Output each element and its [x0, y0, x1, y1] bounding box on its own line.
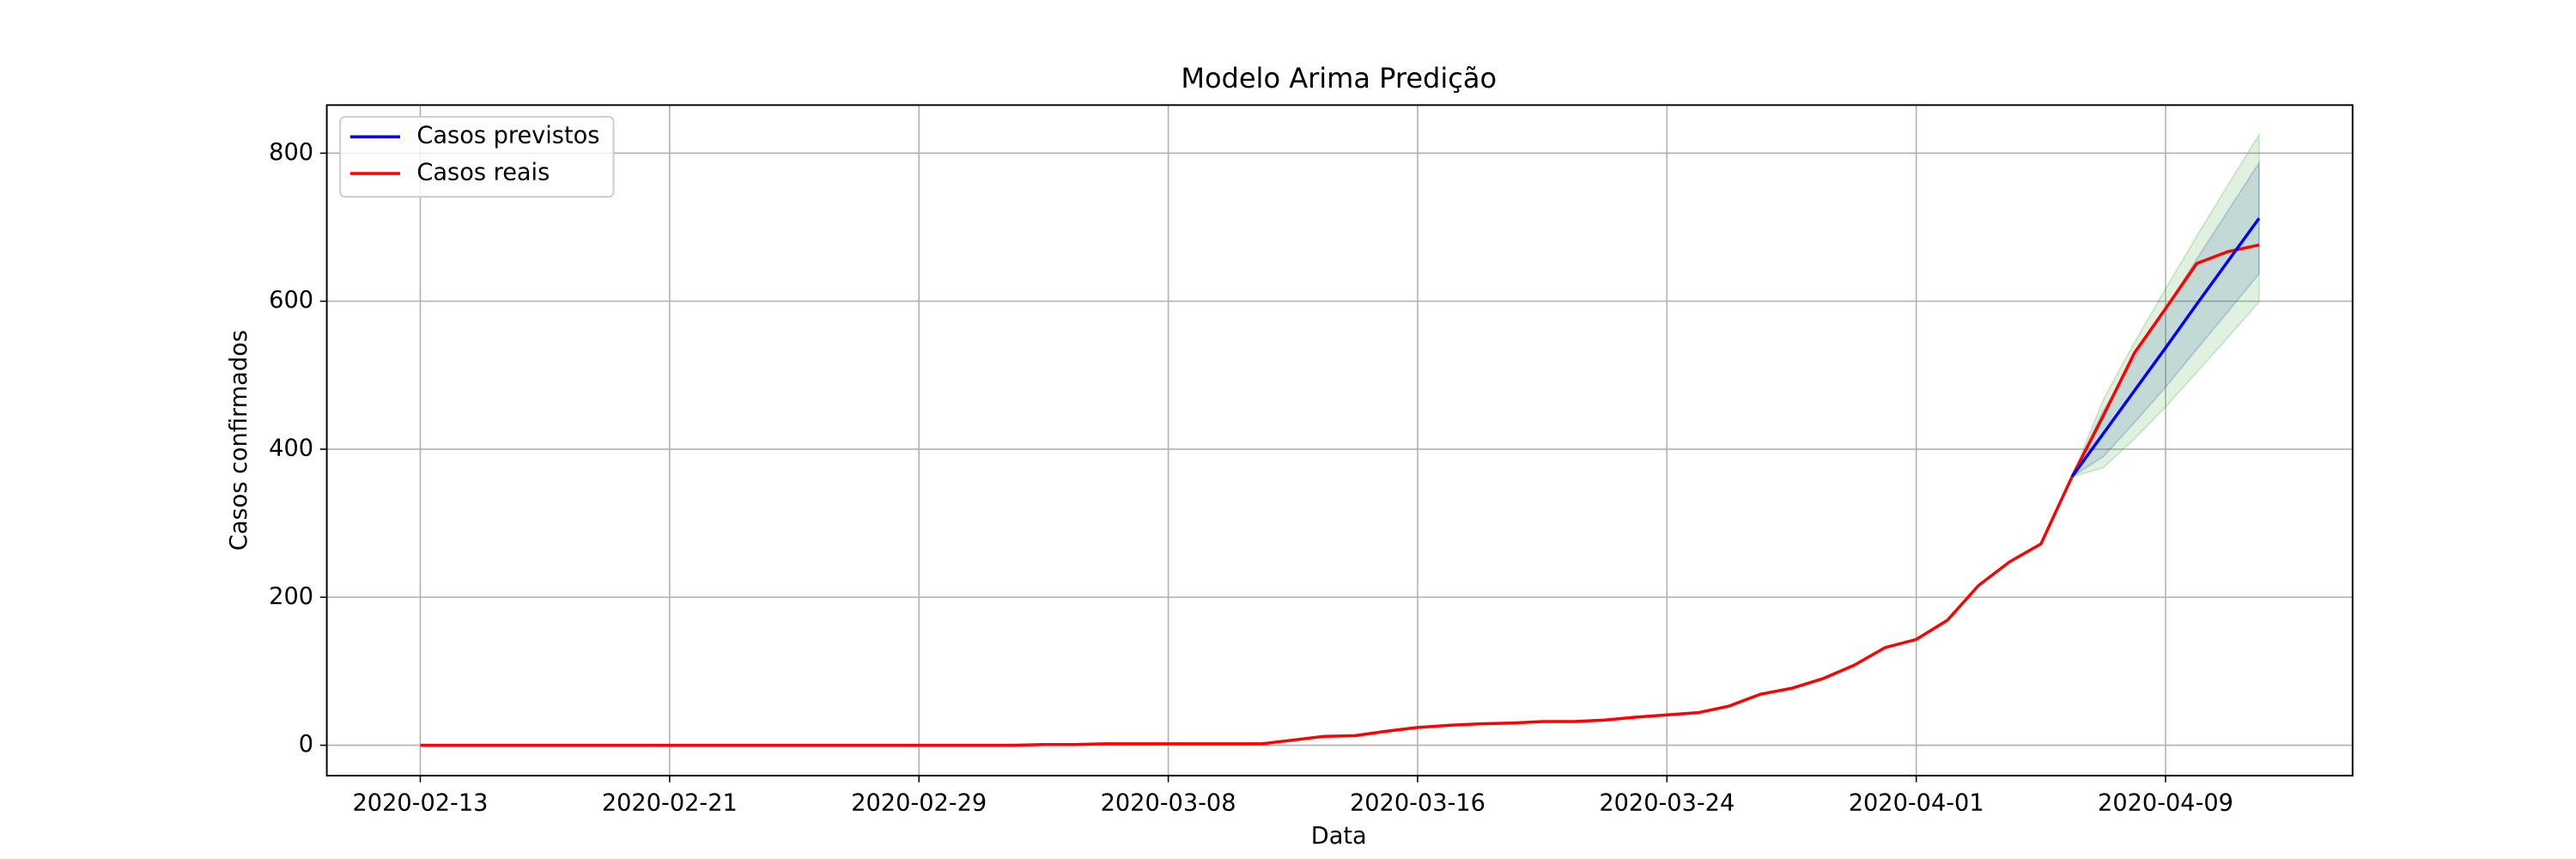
y-tick-label: 200	[269, 583, 313, 610]
x-axis-label: Data	[1311, 823, 1367, 850]
legend-label: Casos reais	[416, 159, 550, 186]
chart-title: Modelo Arima Predição	[1181, 62, 1497, 94]
x-tick-label: 2020-04-01	[1849, 789, 1984, 816]
confidence-band	[2069, 160, 2260, 479]
x-tick-label: 2020-02-13	[353, 789, 489, 816]
x-tick-label: 2020-03-24	[1599, 789, 1735, 816]
legend-box	[339, 115, 615, 198]
legend-label: Casos previstos	[416, 123, 599, 149]
x-tick-label: 2020-04-09	[2098, 789, 2233, 816]
y-tick-label: 0	[299, 731, 313, 758]
x-tick-label: 2020-02-21	[602, 789, 738, 816]
plot-frame	[325, 104, 2354, 777]
data-line	[420, 243, 2260, 747]
y-tick-label: 400	[269, 435, 313, 461]
y-tick-label: 800	[269, 139, 313, 166]
x-tick-label: 2020-02-29	[851, 789, 987, 816]
data-line	[2070, 217, 2261, 478]
x-tick-label: 2020-03-16	[1350, 789, 1485, 816]
x-tick-label: 2020-03-08	[1101, 789, 1236, 816]
y-axis-label: Casos confirmados	[226, 330, 252, 551]
y-tick-label: 600	[269, 287, 313, 314]
